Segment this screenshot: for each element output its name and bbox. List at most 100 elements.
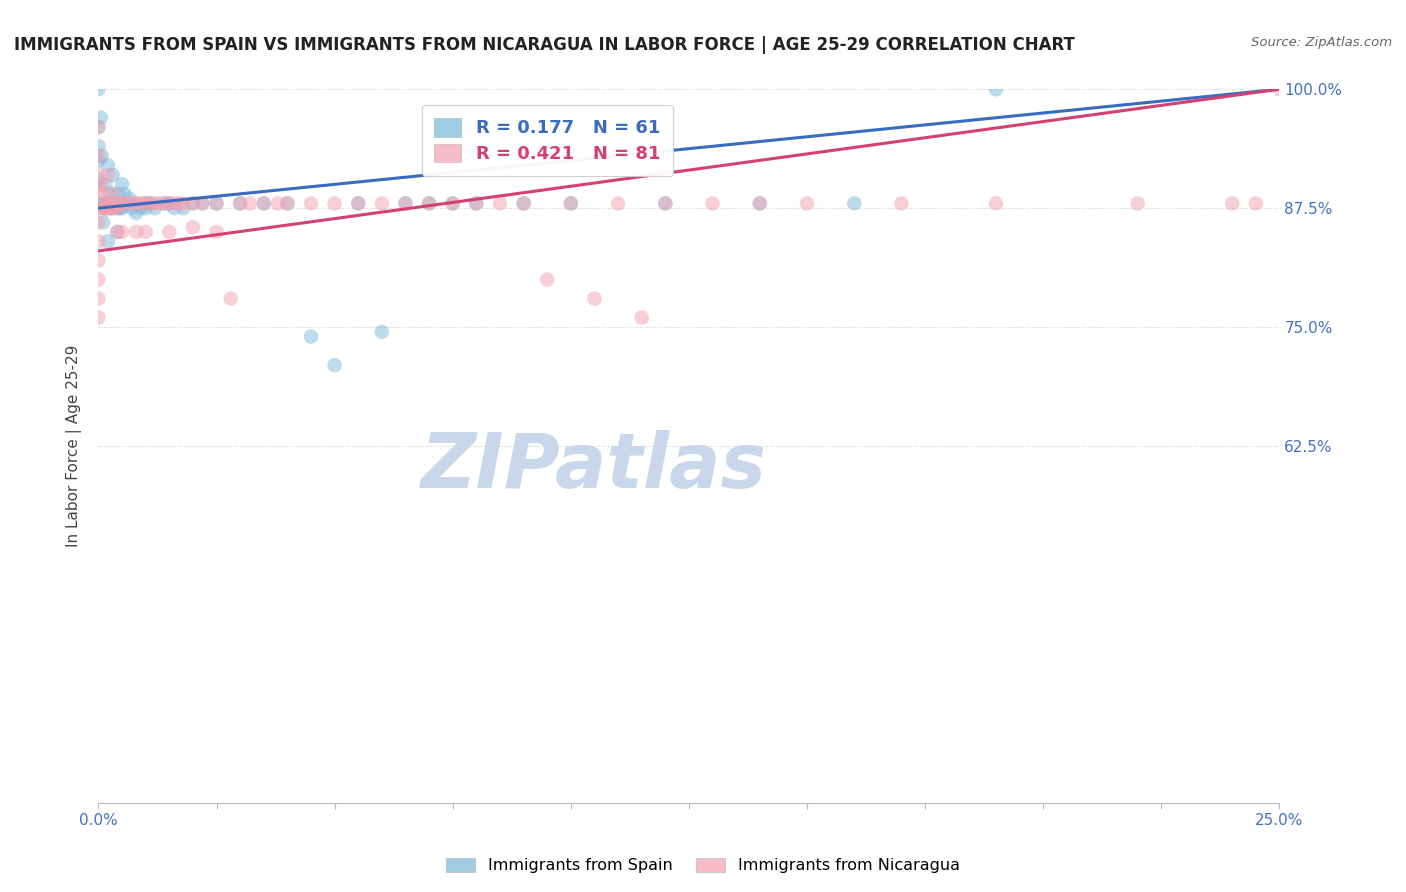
Point [654,196,676,211]
Point [229,196,252,211]
Point [91,186,114,201]
Point [91,196,114,211]
Point [87,120,110,135]
Point [630,310,652,325]
Point [181,196,204,211]
Point [87,201,110,215]
Point [87,292,110,306]
Point [371,325,394,339]
Point [87,172,110,186]
Point [153,196,176,211]
Point [87,235,110,249]
Point [890,196,912,211]
Point [157,196,180,211]
Point [1126,196,1149,211]
Point [94,201,117,215]
Point [276,196,298,211]
Point [748,196,770,211]
Point [167,196,190,211]
Point [87,272,110,286]
Point [87,196,110,211]
Point [94,201,117,215]
Point [101,186,124,201]
Point [205,196,228,211]
Point [118,192,141,206]
Point [267,196,290,211]
Point [91,201,114,215]
Point [172,196,194,211]
Point [1268,82,1291,96]
Point [108,196,131,211]
Point [163,201,186,215]
Point [90,149,112,163]
Point [441,196,464,211]
Point [105,225,128,239]
Point [111,178,134,192]
Point [115,196,138,211]
Point [489,196,512,211]
Point [97,196,120,211]
Point [172,201,194,215]
Point [97,158,120,172]
Point [536,272,558,286]
Point [984,196,1007,211]
Point [104,196,127,211]
Point [135,201,157,215]
Point [87,182,110,196]
Point [219,292,242,306]
Y-axis label: In Labor Force | Age 25-29: In Labor Force | Age 25-29 [66,345,83,547]
Point [560,196,582,211]
Point [105,186,128,201]
Point [98,201,121,215]
Point [1244,196,1267,211]
Legend: R = 0.177   N = 61, R = 0.421   N = 81: R = 0.177 N = 61, R = 0.421 N = 81 [422,105,673,176]
Point [143,201,166,215]
Point [163,196,186,211]
Point [97,201,120,215]
Point [104,196,127,211]
Point [125,206,148,220]
Point [418,196,440,211]
Point [112,186,135,201]
Point [101,201,124,215]
Point [844,196,866,211]
Point [90,111,112,125]
Point [748,196,770,211]
Point [115,196,138,211]
Point [299,329,322,343]
Point [323,196,346,211]
Point [135,225,157,239]
Point [239,196,262,211]
Point [87,82,110,96]
Point [101,168,124,182]
Point [181,196,204,211]
Point [87,139,110,153]
Point [111,225,134,239]
Point [129,201,152,215]
Point [87,168,110,182]
Point [191,196,214,211]
Point [229,196,252,211]
Point [702,196,724,211]
Legend: Immigrants from Spain, Immigrants from Nicaragua: Immigrants from Spain, Immigrants from N… [440,851,966,880]
Point [512,196,534,211]
Point [1220,196,1243,211]
Point [512,196,534,211]
Point [153,196,176,211]
Point [205,196,228,211]
Point [87,149,110,163]
Point [125,196,148,211]
Point [394,196,416,211]
Point [465,196,488,211]
Point [111,196,134,211]
Point [394,196,416,211]
Point [105,201,128,215]
Point [139,196,162,211]
Point [139,196,162,211]
Point [654,196,676,211]
Point [121,201,143,215]
Point [205,225,228,239]
Text: Source: ZipAtlas.com: Source: ZipAtlas.com [1251,36,1392,49]
Point [191,196,214,211]
Point [984,82,1007,96]
